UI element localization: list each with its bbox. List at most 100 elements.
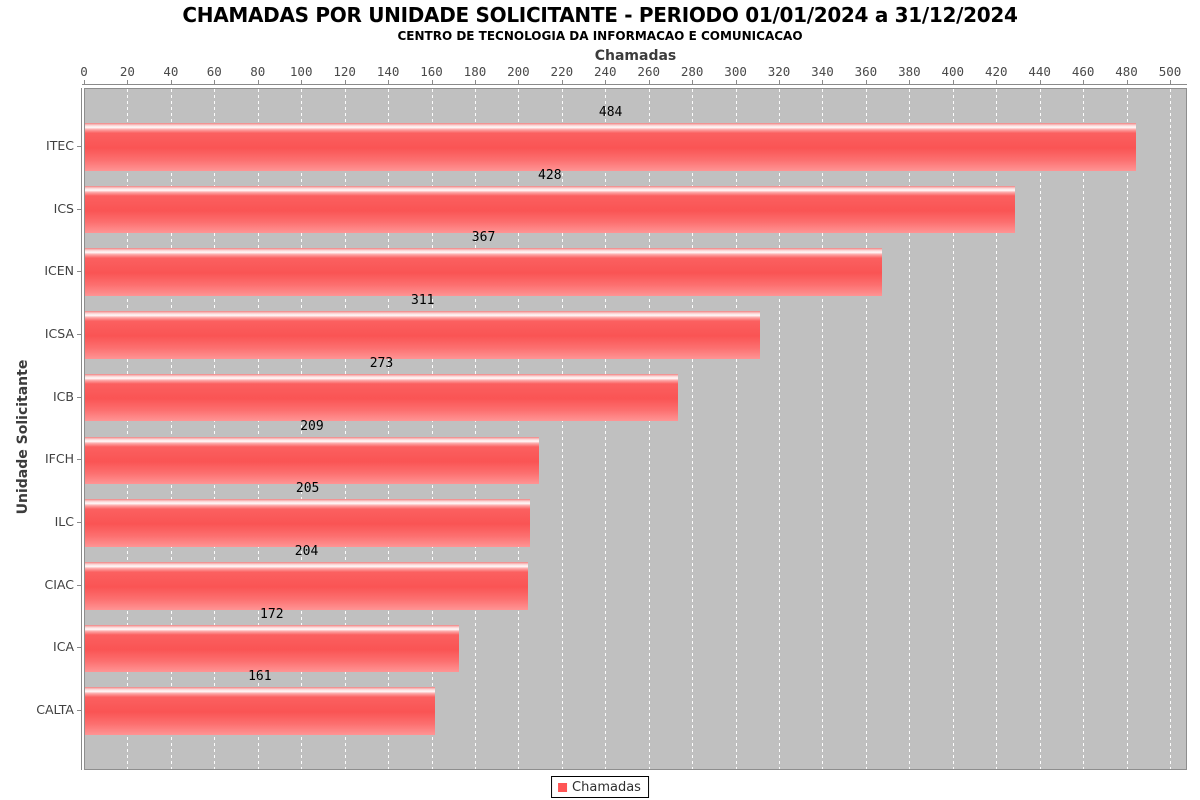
- bar-ics: [85, 185, 1015, 234]
- x-tick-mark: [909, 80, 911, 84]
- x-tick-label: 260: [637, 64, 661, 79]
- grid-line: [1126, 89, 1128, 769]
- grid-line: [474, 89, 476, 769]
- x-tick-label: 400: [941, 64, 965, 79]
- bar-value-label: 484: [598, 105, 623, 120]
- x-tick-label: 200: [507, 64, 530, 79]
- x-axis-line: [82, 84, 1187, 85]
- bar-value-label: 204: [294, 543, 319, 559]
- grid-line: [996, 89, 998, 769]
- chart-title: CHAMADAS POR UNIDADE SOLICITANTE - PERIO…: [182, 3, 1018, 27]
- grid-line: [648, 89, 650, 769]
- grid-line: [301, 89, 303, 769]
- bar-icsa: [85, 311, 761, 359]
- category-tick-mark: [77, 396, 81, 398]
- x-tick-label: 140: [376, 64, 400, 79]
- y-axis-line: [81, 88, 82, 770]
- category-label: CALTA: [36, 702, 74, 718]
- legend-label: Chamadas: [572, 779, 641, 795]
- category-tick-mark: [77, 522, 81, 524]
- legend-color-swatch-icon: [558, 782, 568, 792]
- category-tick-mark: [77, 710, 81, 712]
- x-tick-mark: [301, 80, 303, 84]
- x-tick-label: 300: [724, 64, 747, 79]
- x-tick-label: 500: [1158, 64, 1182, 79]
- x-tick-mark: [865, 80, 867, 84]
- x-tick-label: 0: [80, 64, 88, 79]
- x-tick-mark: [735, 80, 737, 84]
- bar-icb: [85, 373, 678, 422]
- grid-line: [1170, 89, 1171, 769]
- x-tick-label: 80: [250, 64, 266, 79]
- category-label: ICB: [53, 388, 74, 404]
- category-tick-mark: [77, 333, 81, 335]
- x-tick-label: 20: [119, 64, 135, 79]
- x-tick-label: 320: [767, 64, 791, 79]
- x-tick-mark: [84, 80, 85, 84]
- x-tick-label: 40: [163, 64, 179, 79]
- x-tick-label: 440: [1028, 64, 1051, 79]
- grid-line: [909, 89, 911, 769]
- x-tick-mark: [344, 80, 346, 84]
- x-tick-label: 340: [811, 64, 834, 79]
- grid-line: [561, 89, 563, 769]
- x-tick-mark: [561, 80, 563, 84]
- grid-line: [344, 89, 346, 769]
- grid-line: [692, 89, 694, 769]
- x-tick-mark: [170, 80, 172, 84]
- bar-calta: [85, 687, 435, 735]
- category-label: ICS: [53, 200, 74, 216]
- x-tick-label: 280: [680, 64, 704, 79]
- x-tick-mark: [1126, 80, 1128, 84]
- bar-value-label: 428: [538, 167, 562, 183]
- x-tick-mark: [692, 80, 694, 84]
- grid-line: [605, 89, 607, 769]
- grid-line: [952, 89, 954, 769]
- x-tick-label: 460: [1071, 64, 1095, 79]
- bar-ica: [85, 624, 459, 673]
- x-tick-mark: [474, 80, 476, 84]
- grid-line: [865, 89, 867, 769]
- chart-subtitle: CENTRO DE TECNOLOGIA DA INFORMACAO E COM…: [397, 29, 803, 43]
- x-tick-label: 420: [984, 64, 1008, 79]
- bar-value-label: 172: [260, 606, 284, 622]
- category-tick-mark: [77, 145, 81, 147]
- grid-line: [518, 89, 520, 769]
- bar-ilc: [85, 499, 531, 547]
- x-tick-mark: [1083, 80, 1085, 84]
- grid-line: [127, 89, 129, 769]
- x-tick-label: 380: [898, 64, 921, 79]
- x-tick-mark: [431, 80, 433, 84]
- grid-line: [1083, 89, 1085, 769]
- x-tick-mark: [518, 80, 520, 84]
- x-tick-mark: [605, 80, 607, 84]
- plot-area: 484 428 367 311 273 209 205 204 172 161: [84, 88, 1187, 770]
- bar-value-label: 205: [295, 481, 320, 497]
- x-tick-mark: [996, 80, 998, 84]
- bar-value-label: 273: [369, 355, 394, 371]
- bar-icen: [85, 248, 883, 297]
- category-label: ICEN: [44, 263, 74, 279]
- bar-itec: [85, 123, 1137, 171]
- grid-line: [388, 89, 390, 769]
- category-label: ICA: [53, 639, 74, 655]
- x-tick-label: 100: [289, 64, 313, 79]
- legend: Chamadas: [551, 776, 649, 798]
- grid-line: [257, 89, 259, 769]
- y-axis-title: Unidade Solicitante: [15, 359, 31, 515]
- bar-value-label: 311: [410, 293, 435, 309]
- x-tick-label: 60: [206, 64, 222, 79]
- x-tick-mark: [214, 80, 216, 84]
- category-tick-mark: [77, 584, 81, 586]
- bar-ciac: [85, 561, 529, 610]
- grid-line: [822, 89, 824, 769]
- x-tick-mark: [779, 80, 781, 84]
- category-tick-mark: [77, 271, 81, 273]
- bar-value-label: 367: [471, 230, 496, 246]
- category-tick-mark: [77, 208, 81, 210]
- category-tick-mark: [77, 647, 81, 649]
- x-tick-label: 220: [550, 64, 574, 79]
- x-tick-label: 180: [463, 64, 487, 79]
- bar-ifch: [85, 436, 539, 485]
- category-label: ICSA: [44, 325, 74, 341]
